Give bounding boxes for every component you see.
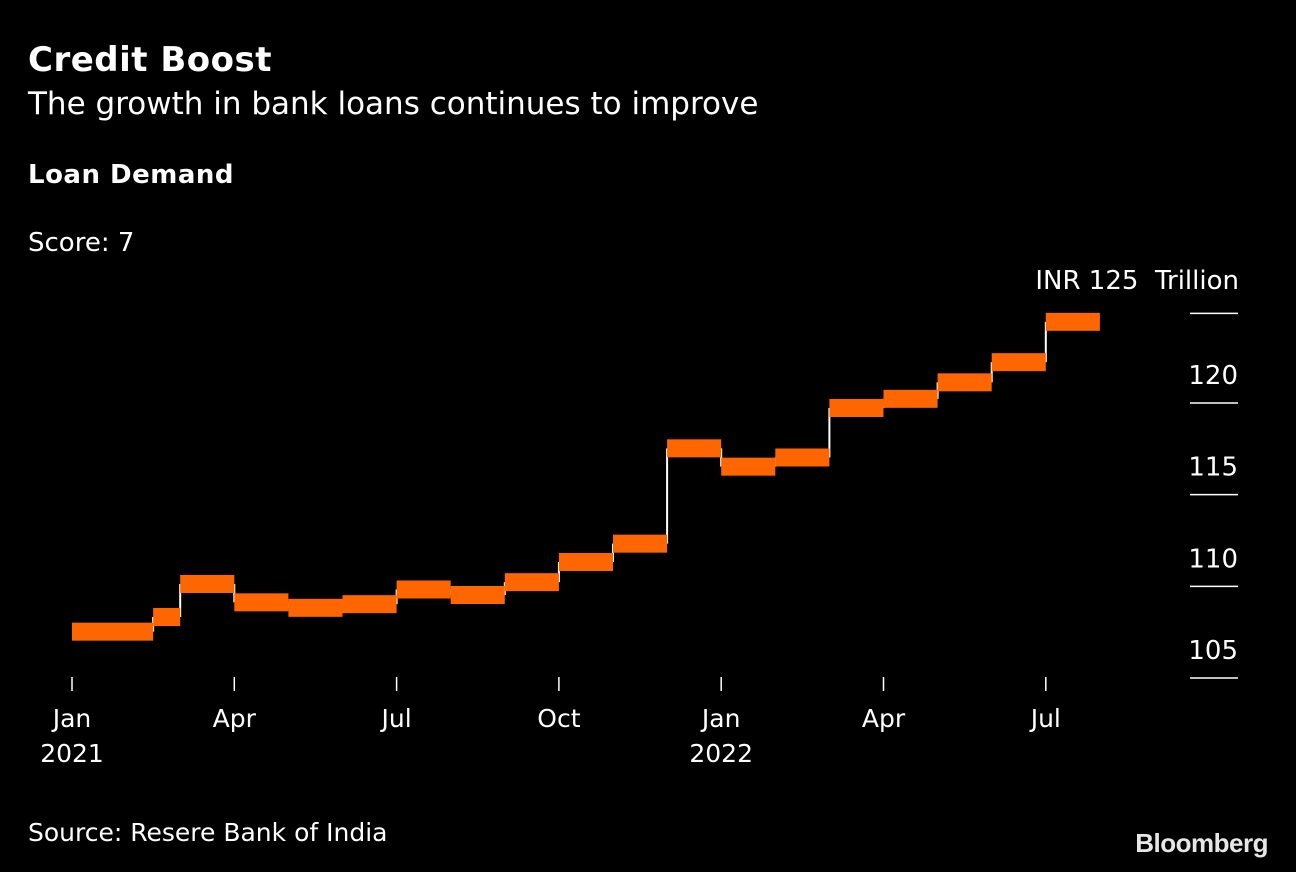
y-axis: 105 110 115 120 bbox=[1188, 312, 1238, 679]
step-segment bbox=[829, 399, 884, 417]
y-axis-unit-label: INR 125 Trillion bbox=[1035, 266, 1239, 296]
step-connectors bbox=[152, 321, 1047, 632]
y-tick-label: 105 bbox=[1188, 636, 1238, 666]
step-segment bbox=[558, 553, 613, 571]
step-segment bbox=[667, 439, 722, 458]
x-tick-label: Apr bbox=[213, 704, 257, 733]
source-note: Source: Resere Bank of India bbox=[28, 818, 388, 847]
bloomberg-logo: Bloomberg bbox=[1135, 828, 1268, 858]
x-tick-year-label: 2022 bbox=[689, 739, 753, 768]
x-tick-label: Jan bbox=[51, 704, 92, 733]
step-series bbox=[72, 312, 1100, 641]
step-segment bbox=[721, 457, 776, 476]
step-segment bbox=[775, 448, 830, 467]
step-segment bbox=[72, 622, 154, 641]
score-label: Score: 7 bbox=[28, 228, 135, 258]
step-segment bbox=[180, 575, 235, 593]
chart-subtitle: The growth in bank loans continues to im… bbox=[28, 86, 759, 122]
x-tick-label: Apr bbox=[862, 704, 906, 733]
panel-label: Loan Demand bbox=[28, 160, 235, 190]
step-segment bbox=[234, 593, 289, 612]
x-tick-label: Jul bbox=[1029, 704, 1061, 733]
chart-title: Credit Boost bbox=[28, 40, 272, 80]
y-tick-label: 110 bbox=[1188, 544, 1238, 574]
step-segment bbox=[937, 373, 992, 392]
x-tick-year-label: 2021 bbox=[40, 739, 104, 768]
y-tick-label: 120 bbox=[1188, 361, 1238, 391]
step-segment bbox=[396, 580, 451, 599]
step-segment bbox=[883, 389, 938, 408]
step-segment bbox=[991, 353, 1046, 372]
x-tick-label: Jan bbox=[700, 704, 741, 733]
x-tick-label: Oct bbox=[537, 704, 580, 733]
x-tick-label: Jul bbox=[380, 704, 412, 733]
step-segment bbox=[153, 608, 181, 626]
step-segment bbox=[1045, 312, 1100, 331]
y-tick-label: 115 bbox=[1188, 453, 1238, 483]
step-segment bbox=[613, 534, 668, 553]
step-segment bbox=[450, 586, 505, 604]
step-segment bbox=[288, 598, 343, 617]
x-axis: Jan 2021 Apr Jul Oct Jan 2022 Apr Jul bbox=[40, 677, 1061, 768]
step-segment bbox=[342, 595, 397, 614]
step-segment bbox=[504, 573, 559, 592]
